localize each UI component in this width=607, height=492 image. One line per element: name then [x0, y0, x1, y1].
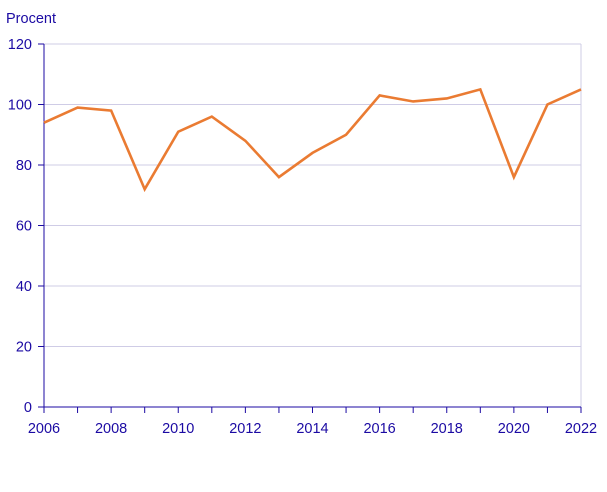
- y-tick-label: 120: [8, 37, 32, 53]
- y-tick-label: 0: [24, 400, 32, 416]
- x-tick-label: 2018: [431, 421, 463, 437]
- x-tick-label: 2008: [95, 421, 127, 437]
- y-tick-label: 80: [16, 158, 32, 174]
- x-tick-label: 2006: [28, 421, 60, 437]
- y-tick-label: 100: [8, 98, 32, 114]
- axis-ticks: 0 20 40 60 80 100 120 2006 2008 2010 2012 2014 2016 2…: [8, 37, 597, 437]
- x-tick-label: 2016: [363, 421, 395, 437]
- y-axis-label: Procent: [6, 11, 56, 27]
- x-tick-label: 2020: [498, 421, 530, 437]
- x-tick-label: 2012: [229, 421, 261, 437]
- y-tick-label: 60: [16, 219, 32, 235]
- y-tick-label: 40: [16, 279, 32, 295]
- x-tick-label: 2022: [565, 421, 597, 437]
- y-tick-label: 20: [16, 340, 32, 356]
- gridlines: [44, 43, 581, 347]
- series-line: [43, 87, 582, 193]
- x-tick-label: 2010: [162, 421, 194, 437]
- x-tick-label: 2014: [296, 421, 328, 437]
